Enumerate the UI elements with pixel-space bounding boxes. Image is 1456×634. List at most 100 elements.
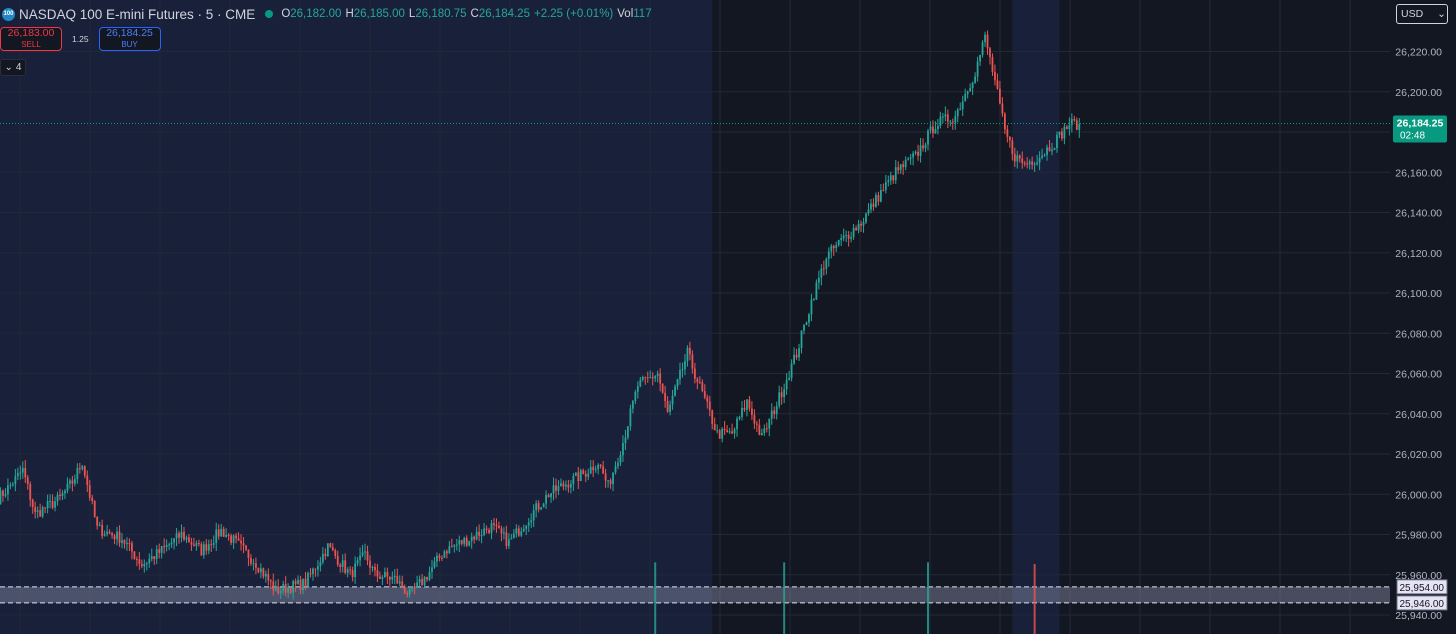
candle [904, 156, 907, 171]
price-zone[interactable] [0, 586, 1390, 603]
buy-button[interactable]: 26,184.25 BUY [98, 27, 161, 51]
candle-body [56, 494, 59, 502]
candle [1073, 115, 1076, 122]
candle [721, 427, 724, 443]
zone-lower-label[interactable]: 25,946.00 [1396, 595, 1448, 611]
candle-body [1001, 103, 1004, 114]
candle-body [522, 528, 525, 532]
candle [317, 560, 319, 577]
candle [386, 567, 389, 585]
sell-button[interactable]: 26,183.00 SELL [0, 27, 62, 51]
candle-body [909, 157, 912, 159]
candle-body [222, 528, 225, 537]
candle [29, 481, 32, 507]
candle-body [540, 507, 543, 510]
candle [622, 435, 624, 462]
zone-upper-label[interactable]: 25,954.00 [1396, 579, 1448, 595]
candle [230, 533, 233, 546]
candle [262, 567, 265, 579]
candle [309, 568, 312, 578]
candle [604, 468, 607, 488]
candle-body [326, 543, 329, 557]
candle [297, 575, 299, 585]
candle-body [188, 537, 190, 543]
candle-body [455, 544, 458, 546]
candle [545, 490, 547, 510]
candle-body [641, 376, 644, 380]
candle [34, 501, 37, 519]
candle-body [366, 551, 369, 561]
candle-body [39, 510, 42, 517]
candle [770, 403, 773, 425]
candle [527, 517, 530, 532]
candle-body [379, 576, 381, 579]
candle-body [949, 121, 952, 123]
candle-body [681, 369, 684, 371]
candle [860, 220, 862, 233]
candle-body [319, 562, 322, 567]
candle-body [582, 470, 585, 475]
price-axis[interactable]: 25,940.00 25,960.00 25,980.00 26,000.00 26,0… [1390, 0, 1456, 634]
currency-select[interactable]: USD ⌄ [1396, 4, 1448, 24]
candle-body [602, 466, 605, 474]
candle-body [971, 82, 974, 89]
candle [93, 500, 96, 518]
candle-body [999, 88, 1001, 104]
candle-body [994, 71, 996, 81]
candle-body [436, 555, 438, 562]
candle-body [664, 392, 667, 402]
candle [919, 137, 922, 163]
candle-body [143, 563, 146, 567]
candle [371, 565, 374, 572]
candle-body [175, 533, 178, 539]
candle [765, 422, 768, 433]
candle [748, 396, 751, 412]
candle-body [232, 535, 235, 543]
candle-body [312, 568, 314, 574]
candle [267, 568, 270, 586]
candle-body [599, 464, 602, 467]
candle-body [503, 532, 505, 534]
candle-body [272, 581, 275, 591]
candle-body [557, 486, 560, 491]
candle-body [349, 569, 352, 571]
candle-body [19, 472, 22, 474]
candle-body [116, 531, 118, 540]
candle [453, 544, 456, 553]
candle [86, 470, 89, 493]
candle-body [619, 455, 622, 463]
zone-lower-label-box [1396, 595, 1448, 611]
candle-body [654, 376, 657, 379]
candle [329, 542, 332, 548]
candle-body [118, 531, 121, 543]
candle [250, 554, 252, 566]
candle [39, 503, 42, 517]
candle [949, 119, 952, 127]
candle-body [41, 507, 44, 517]
candle-body [235, 535, 237, 539]
candle-body [656, 373, 659, 377]
candle-body [413, 586, 416, 588]
candle [659, 368, 662, 392]
candle-body [701, 382, 704, 392]
candle-body [770, 410, 773, 419]
candle-body [810, 299, 813, 315]
candle [1063, 123, 1066, 145]
candle [713, 417, 716, 431]
candle [66, 477, 69, 494]
candle [842, 228, 845, 242]
market-open-status-icon[interactable] [265, 10, 274, 18]
candle-body [537, 503, 540, 510]
candle [289, 586, 292, 595]
candle-body [959, 109, 962, 111]
candle [1065, 124, 1068, 130]
grid-lines [0, 0, 1390, 634]
indicators-toggle[interactable]: ⌄ 4 [0, 59, 26, 76]
candle [547, 493, 550, 498]
candle-body [207, 544, 210, 551]
symbol-title[interactable]: NASDAQ 100 E-mini Futures · 5 · CME [19, 6, 256, 22]
candle [507, 533, 510, 549]
candle [552, 477, 555, 501]
